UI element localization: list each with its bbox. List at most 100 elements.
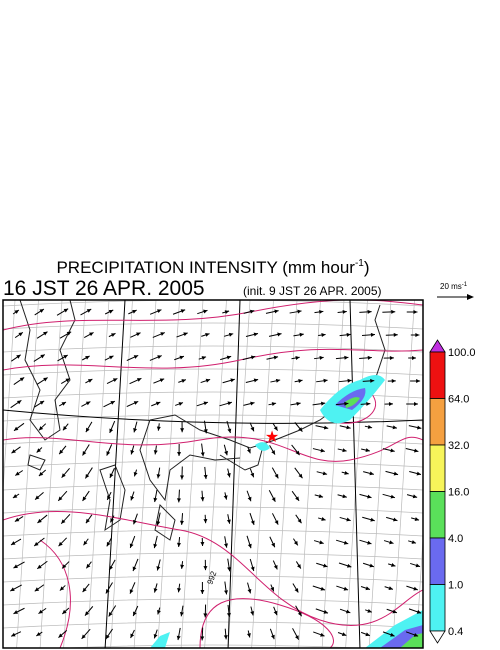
coastline: [27, 454, 46, 471]
wind-arrow-head: [200, 636, 205, 641]
wind-arrow-head: [136, 378, 142, 382]
grid-line: [368, 300, 392, 648]
meridian: [104, 300, 126, 648]
wind-arrow-head: [108, 309, 114, 314]
wind-arrow-head: [37, 518, 42, 523]
wind-arrow-head: [342, 494, 347, 499]
wind-arrow-head: [319, 355, 324, 360]
wind-arrow-head: [250, 566, 255, 572]
grid-line: [157, 300, 180, 648]
wind-arrow-head: [85, 401, 91, 406]
wind-arrow-head: [295, 356, 300, 360]
wind-arrow-head: [38, 471, 44, 477]
pressure-contour: [3, 436, 423, 462]
wind-arrow-head: [153, 543, 158, 549]
wind-arrow-head: [411, 356, 416, 360]
wind-arrow-head: [63, 308, 69, 313]
colorbar: 100.0 64.0 32.0 16.0 4.0 1.0 0.4: [429, 339, 476, 644]
wind-arrow-head: [223, 495, 228, 500]
wind-arrow-head: [65, 378, 70, 383]
wind-arrow-head: [132, 566, 137, 572]
wind-arrow-head: [89, 332, 94, 337]
wind-arrow-head: [250, 472, 255, 478]
wind-arrow-head: [107, 495, 111, 500]
wind-arrow-head: [319, 309, 324, 314]
wind-arrow-head: [106, 451, 111, 456]
wind-arrow-head: [179, 355, 184, 360]
grid-line: [3, 345, 423, 353]
precip-area: [255, 442, 270, 451]
wind-arrow-head: [203, 474, 208, 480]
wind-arrow-head: [270, 586, 275, 592]
grid-line: [180, 300, 204, 648]
wind-arrow-head: [414, 448, 419, 453]
wind-arrow-head: [323, 425, 329, 430]
wind-arrow-head: [295, 450, 300, 456]
wind-arrow-head: [133, 401, 139, 405]
valid-time: 16 JST 26 APR. 2005: [3, 277, 205, 300]
wind-arrow-head: [109, 355, 114, 360]
wind-arrow-head: [180, 475, 185, 480]
coastline: [139, 419, 241, 502]
wind-arrow-head: [36, 632, 41, 636]
wind-arrow-head: [323, 378, 328, 383]
wind-arrow-head: [393, 517, 398, 522]
wind-arrow-head: [226, 472, 231, 478]
wind-arrow-head: [295, 496, 300, 501]
wind-scale-main: 20 ms: [440, 282, 462, 291]
wind-arrow-head: [11, 632, 16, 637]
wind-arrow-head: [253, 378, 259, 383]
grid-line: [56, 644, 370, 648]
wind-arrow-head: [391, 379, 396, 383]
wind-arrow-head: [12, 494, 18, 498]
wind-arrow-head: [43, 377, 48, 382]
wind-arrow-head: [62, 564, 67, 569]
wind-arrow-head: [62, 425, 68, 431]
parallel: [3, 409, 423, 424]
wind-arrow-head: [153, 450, 158, 455]
wind-arrow-head: [390, 632, 395, 637]
wind-arrow-head: [130, 633, 135, 639]
wind-arrow-head: [133, 519, 137, 525]
grid-line: [204, 300, 227, 648]
wind-arrow-head: [346, 517, 351, 522]
wind-arrow-head: [203, 401, 208, 406]
wind-arrow-head: [321, 333, 326, 338]
wind-arrow-head: [63, 355, 68, 359]
location-star: ★: [265, 429, 279, 446]
colorbar-label: 4.0: [448, 533, 463, 545]
wind-arrow-head: [16, 354, 21, 359]
wind-arrow-head: [156, 474, 161, 479]
wind-arrow-head: [10, 587, 15, 592]
wind-arrow-head: [62, 609, 67, 614]
wind-arrow-head: [136, 332, 141, 337]
wind-arrow-head: [227, 401, 232, 406]
wind-arrow-head: [11, 541, 16, 545]
wind-arrow-head: [413, 632, 419, 637]
wind-arrow-head: [14, 517, 20, 522]
wind-arrow-head: [130, 496, 135, 501]
wind-arrow-head: [370, 332, 375, 337]
wind-arrow-head: [274, 473, 279, 479]
wind-arrow-head: [295, 635, 299, 640]
wind-arrow-head: [318, 494, 324, 499]
wind-arrow-head: [224, 543, 228, 548]
wind-arrow-head: [61, 519, 66, 524]
wind-arrow-head: [200, 589, 205, 594]
wind-arrow-head: [250, 401, 255, 406]
wind-arrow-head: [342, 448, 347, 453]
wind-arrow-head: [203, 566, 208, 571]
wind-arrow-head: [250, 426, 255, 432]
grid-line: [3, 575, 423, 583]
grid-line: [110, 300, 133, 648]
wind-arrow-head: [226, 612, 231, 618]
colorbar-segment: [429, 537, 446, 585]
wind-arrow-head: [109, 428, 114, 433]
wind-arrow-head: [177, 542, 181, 547]
wind-arrow-head: [180, 564, 185, 569]
wind-arrow-head: [179, 520, 184, 525]
wind-arrow-head: [130, 450, 135, 455]
wind-arrow-head: [38, 426, 44, 431]
wind-arrow-head: [250, 355, 256, 360]
